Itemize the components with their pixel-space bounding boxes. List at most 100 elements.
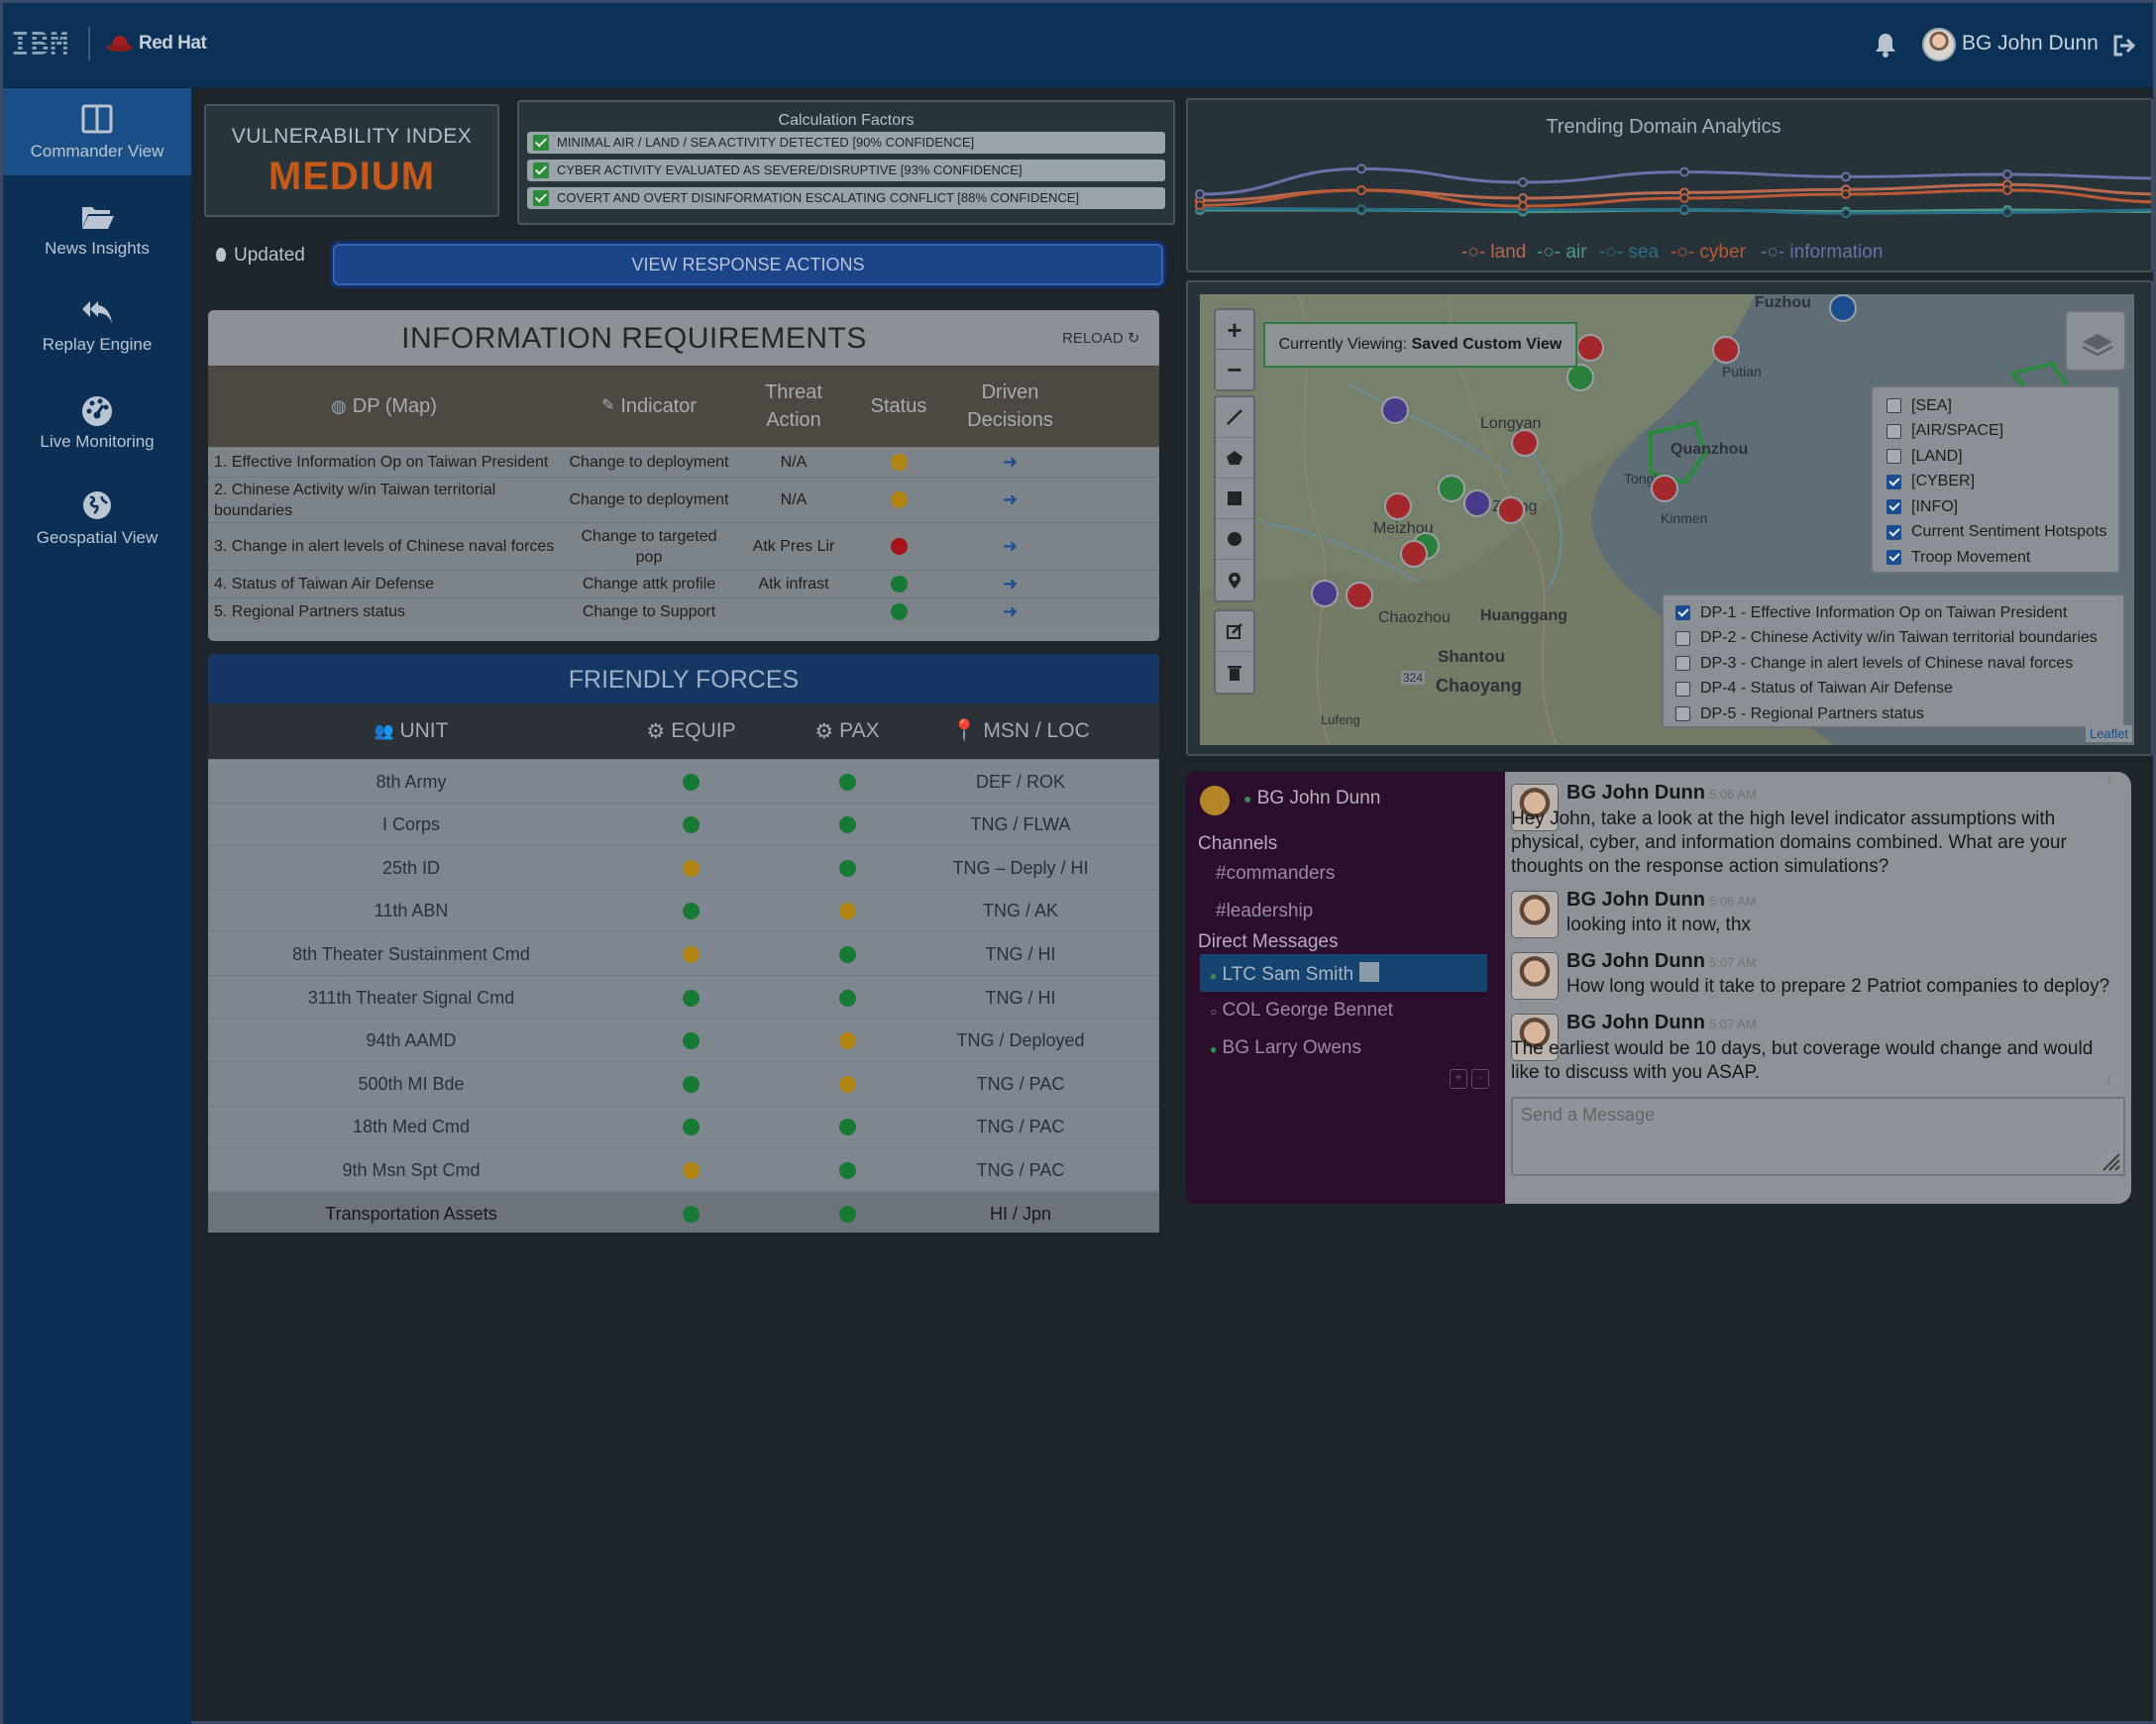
map-marker-purple[interactable] — [1381, 396, 1409, 424]
dm-item-bg-larry-owens[interactable]: ● BG Larry Owens — [1210, 1037, 1361, 1058]
data-point-cyber[interactable] — [1195, 200, 1205, 211]
add-chat-button[interactable]: + — [1450, 1069, 1467, 1089]
legend-item-land[interactable]: -○- land — [1461, 242, 1527, 263]
data-point-information[interactable] — [2002, 169, 2012, 179]
checkbox[interactable] — [1886, 524, 1901, 540]
map-marker-purple[interactable] — [1463, 489, 1491, 517]
checkbox[interactable] — [1675, 605, 1690, 621]
checkbox[interactable] — [1886, 550, 1901, 566]
ff-header-pax[interactable]: ⚙ PAX — [814, 719, 880, 743]
dp-filter-item[interactable]: DP-4 - Status of Taiwan Air Defense — [1664, 677, 2123, 702]
logout-icon[interactable] — [2112, 35, 2136, 56]
layer-filter-item[interactable]: [SEA] — [1873, 393, 2118, 419]
checkbox[interactable] — [1675, 706, 1690, 722]
map-marker-red[interactable] — [1712, 336, 1740, 364]
map-marker-blue[interactable] — [1829, 294, 1857, 322]
data-point-cyber[interactable] — [1356, 185, 1366, 195]
ir-header-driven[interactable]: Driven Decisions — [967, 381, 1053, 431]
draw-polygon-button[interactable] — [1216, 438, 1253, 479]
data-point-cyber[interactable] — [1679, 193, 1689, 203]
map-marker-red[interactable] — [1511, 429, 1539, 457]
sidebar-item-replay-engine[interactable]: Replay Engine — [3, 281, 191, 369]
ir-header-dp[interactable]: ◍ DP (Map) — [208, 366, 560, 447]
data-point-land[interactable] — [1518, 193, 1528, 203]
sidebar-item-commander-view[interactable]: Commander View — [3, 88, 191, 175]
arrow-right-icon[interactable]: ➜ — [1002, 601, 1019, 621]
reload-button[interactable]: RELOAD ↻ — [1062, 330, 1140, 347]
ff-header-loc[interactable]: 📍 MSN / LOC — [951, 719, 1090, 742]
arrow-right-icon[interactable]: ➜ — [1002, 536, 1019, 556]
map-marker-red[interactable] — [1651, 475, 1678, 502]
scroll-up-icon[interactable]: ↑ — [2105, 772, 2112, 788]
channel-item[interactable]: #leadership — [1216, 901, 1314, 921]
map-marker-red[interactable] — [1384, 492, 1412, 520]
ir-header-status[interactable]: Status — [870, 395, 927, 417]
dp-filter-item[interactable]: DP-2 - Chinese Activity w/in Taiwan terr… — [1664, 626, 2123, 652]
sidebar-item-news-insights[interactable]: News Insights — [3, 185, 191, 272]
channel-item[interactable]: #commanders — [1216, 863, 1336, 884]
checkbox[interactable] — [1886, 398, 1901, 414]
map-canvas[interactable]: Fuzhou Longyan Quanzhou Meizhou Kinmen C… — [1200, 294, 2134, 745]
ff-header-equip[interactable]: ⚙ EQUIP — [646, 719, 736, 743]
checkbox[interactable] — [1675, 630, 1690, 646]
avatar[interactable] — [1922, 28, 1956, 61]
data-point-sea[interactable] — [2002, 207, 2012, 218]
leaflet-attribution-link[interactable]: Leaflet — [2086, 725, 2133, 742]
arrow-right-icon[interactable]: ➜ — [1002, 574, 1019, 593]
data-point-cyber[interactable] — [1841, 189, 1851, 199]
layers-toggle-button[interactable] — [2065, 310, 2126, 372]
header-user-name[interactable]: BG John Dunn — [1962, 32, 2099, 54]
zoom-out-button[interactable]: − — [1227, 355, 1242, 384]
data-point-information[interactable] — [1195, 189, 1205, 199]
data-point-sea[interactable] — [1679, 204, 1689, 215]
delete-layers-button[interactable] — [1216, 652, 1253, 693]
layer-filter-item[interactable]: [AIR/SPACE] — [1873, 419, 2118, 445]
data-point-sea[interactable] — [1841, 208, 1851, 219]
ir-header-indicator[interactable]: ✎ Indicator — [560, 366, 738, 447]
draw-marker-button[interactable] — [1216, 560, 1253, 600]
dp-filter-item[interactable]: DP-3 - Change in alert levels of Chinese… — [1664, 651, 2123, 677]
map-marker-red[interactable] — [1497, 496, 1525, 524]
checkbox[interactable] — [1886, 423, 1901, 439]
remove-chat-button[interactable]: - — [1471, 1069, 1489, 1089]
map-marker-purple[interactable] — [1311, 580, 1339, 607]
map-marker-red[interactable] — [1346, 582, 1373, 609]
scroll-down-icon[interactable]: ↓ — [2105, 1071, 2112, 1087]
message-input[interactable]: Send a Message — [1511, 1097, 2125, 1176]
legend-item-sea[interactable]: -○- sea — [1599, 242, 1660, 263]
draw-circle-button[interactable] — [1216, 519, 1253, 560]
checkbox[interactable] — [1886, 499, 1901, 515]
legend-item-air[interactable]: -○- air — [1537, 242, 1587, 263]
checkbox[interactable] — [1675, 681, 1690, 697]
ff-header-unit[interactable]: 👥 UNIT — [374, 719, 449, 742]
layer-filter-item[interactable]: Troop Movement — [1873, 545, 2118, 571]
bell-icon[interactable] — [1874, 32, 1897, 57]
dp-filter-item[interactable]: DP-1 - Effective Information Op on Taiwa… — [1664, 600, 2123, 626]
arrow-right-icon[interactable]: ➜ — [1002, 452, 1019, 472]
legend-item-information[interactable]: -○- information — [1761, 242, 1884, 263]
layer-filter-item[interactable]: [LAND] — [1873, 444, 2118, 470]
dm-item-ltc-sam-smith[interactable]: ● LTC Sam Smith — [1210, 962, 1379, 986]
data-point-sea[interactable] — [1356, 204, 1366, 215]
zoom-in-button[interactable]: + — [1216, 310, 1253, 350]
draw-polyline-button[interactable] — [1216, 397, 1253, 438]
data-point-cyber[interactable] — [1518, 201, 1528, 211]
legend-item-cyber[interactable]: -○- cyber — [1671, 242, 1746, 263]
data-point-information[interactable] — [1356, 163, 1366, 174]
map-marker-green[interactable] — [1438, 475, 1465, 502]
sidebar-item-geospatial-view[interactable]: Geospatial View — [3, 475, 191, 562]
map-marker-green[interactable] — [1566, 364, 1594, 391]
draw-rectangle-button[interactable] — [1216, 479, 1253, 519]
checkbox[interactable] — [1886, 474, 1901, 489]
layer-filter-item[interactable]: [INFO] — [1873, 494, 2118, 520]
ir-header-threat[interactable]: Threat Action — [765, 381, 822, 431]
data-point-information[interactable] — [1841, 171, 1851, 182]
view-response-actions-button[interactable]: VIEW RESPONSE ACTIONS — [333, 244, 1163, 285]
map-marker-red[interactable] — [1576, 334, 1604, 362]
arrow-right-icon[interactable]: ➜ — [1002, 489, 1019, 509]
data-point-information[interactable] — [1679, 166, 1689, 177]
map-marker-red[interactable] — [1400, 540, 1428, 568]
dp-filter-item[interactable]: DP-5 - Regional Partners status — [1664, 701, 2123, 727]
checkbox[interactable] — [1886, 449, 1901, 465]
layer-filter-item[interactable]: Current Sentiment Hotspots — [1873, 520, 2118, 546]
